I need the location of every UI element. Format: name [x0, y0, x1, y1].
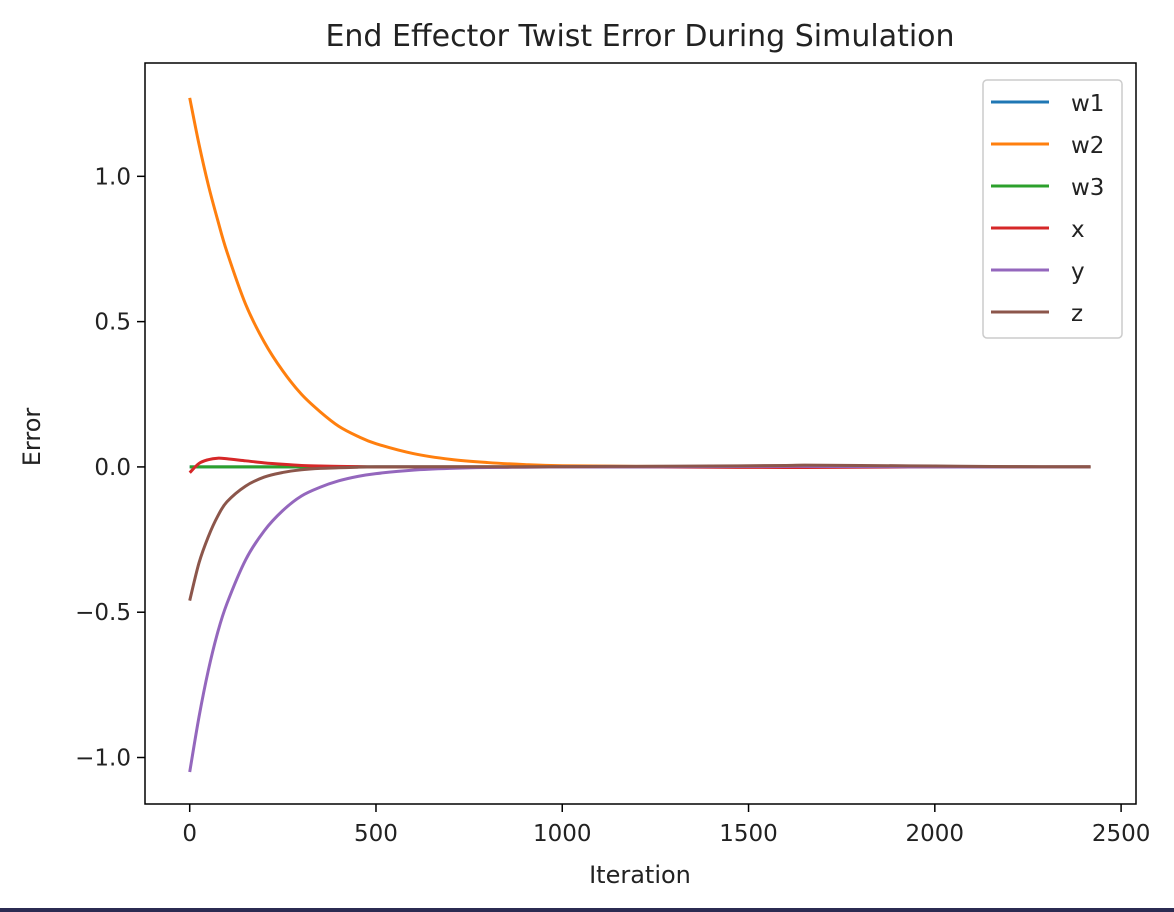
- y-tick-label: −0.5: [75, 600, 131, 626]
- y-tick-label: −1.0: [75, 746, 131, 772]
- x-tick-label: 2000: [906, 821, 965, 847]
- legend-label-w2: w2: [1071, 133, 1104, 159]
- window-bottom-border: [0, 908, 1174, 912]
- x-tick-label: 1500: [719, 821, 778, 847]
- legend-label-w1: w1: [1071, 91, 1104, 117]
- legend: w1 w2 w3 xyz: [982, 79, 1123, 339]
- axes-frame: [144, 62, 1137, 805]
- y-axis-label: Error: [18, 408, 46, 467]
- legend-label-x: x: [1071, 217, 1085, 243]
- series-line-y: [188, 464, 1091, 773]
- chart-title: End Effector Twist Error During Simulati…: [325, 19, 954, 54]
- y-tick-label: 0.5: [94, 310, 131, 336]
- y-axis-ticks: 1.0 0.5 0.0 −0.5 −1.0: [75, 164, 145, 772]
- series-line-w2: [188, 97, 1091, 469]
- legend-box: [982, 79, 1123, 339]
- legend-label-w3: w3: [1071, 175, 1104, 201]
- y-tick-label: 0.0: [94, 455, 131, 481]
- series-line-z: [188, 463, 1091, 601]
- y-tick-label: 1.0: [94, 164, 131, 190]
- legend-items: w1 w2 w3 xyz: [991, 91, 1104, 327]
- x-axis-label: Iteration: [589, 861, 691, 889]
- x-axis-ticks: 0 500 1000 1500 2000 2500: [182, 804, 1150, 847]
- x-tick-label: 1000: [533, 821, 592, 847]
- x-tick-label: 0: [182, 821, 197, 847]
- series-layer: [188, 97, 1091, 773]
- legend-label-y: y: [1071, 259, 1085, 285]
- x-tick-label: 2500: [1092, 821, 1151, 847]
- x-tick-label: 500: [354, 821, 398, 847]
- legend-label-z: z: [1071, 301, 1083, 327]
